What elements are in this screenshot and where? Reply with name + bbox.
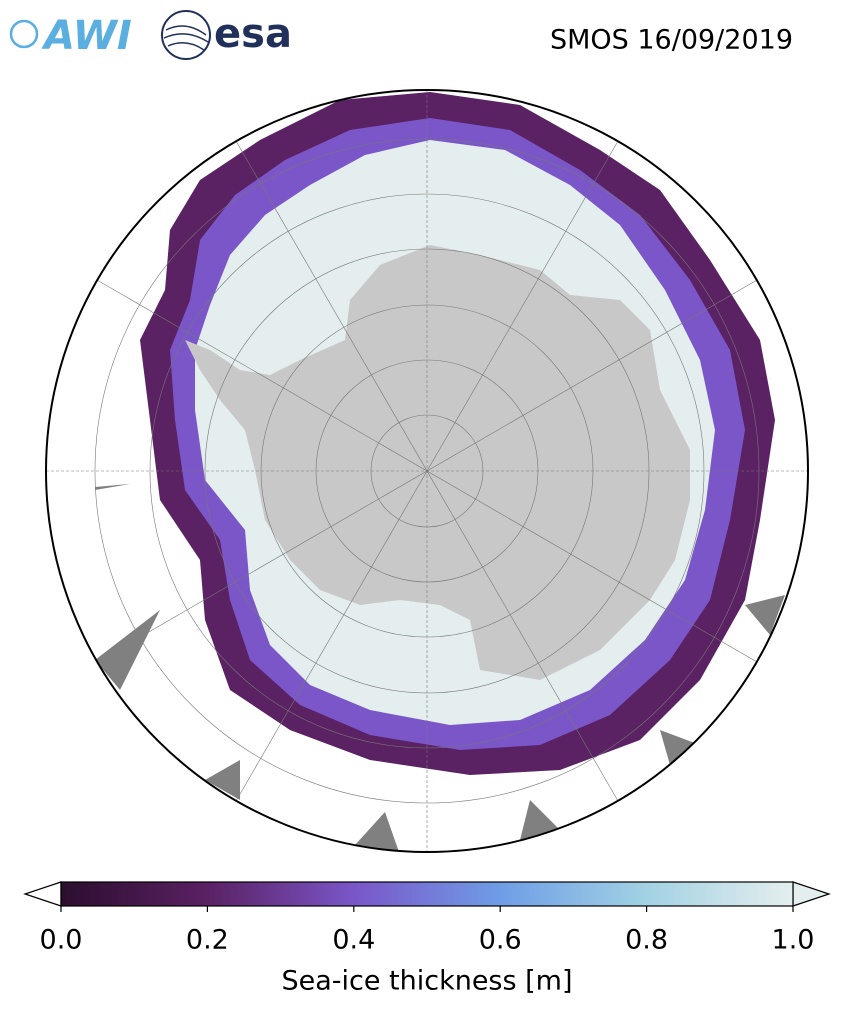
icebergs bbox=[95, 484, 785, 852]
colorbar-tick-label: 0.6 bbox=[479, 925, 522, 956]
esa-logo: esa bbox=[161, 10, 292, 60]
map bbox=[46, 90, 808, 852]
colorbar-tick-label: 0.2 bbox=[186, 925, 229, 956]
antarctica bbox=[185, 245, 690, 680]
map-title: SMOS 16/09/2019 bbox=[550, 25, 793, 56]
colorbar-label: Sea-ice thickness [m] bbox=[281, 966, 572, 997]
map-frame bbox=[45, 89, 809, 853]
awi-logo: AWI bbox=[9, 13, 132, 59]
colorbar-tick-label: 1.0 bbox=[772, 925, 815, 956]
colorbar-tick-label: 0.8 bbox=[625, 925, 668, 956]
esa-text: esa bbox=[214, 11, 292, 57]
colorbar-extend-high bbox=[792, 881, 831, 907]
colorbar-ramp bbox=[60, 881, 794, 907]
colorbar-tick-label: 0.4 bbox=[332, 925, 375, 956]
colorbar-tick-label: 0.0 bbox=[40, 925, 83, 956]
colorbar: 0.0 0.2 0.4 0.6 0.8 1.0 bbox=[23, 881, 831, 956]
graticule bbox=[46, 90, 808, 852]
awi-text: AWI bbox=[41, 13, 132, 59]
colorbar-extend-low bbox=[23, 881, 62, 907]
